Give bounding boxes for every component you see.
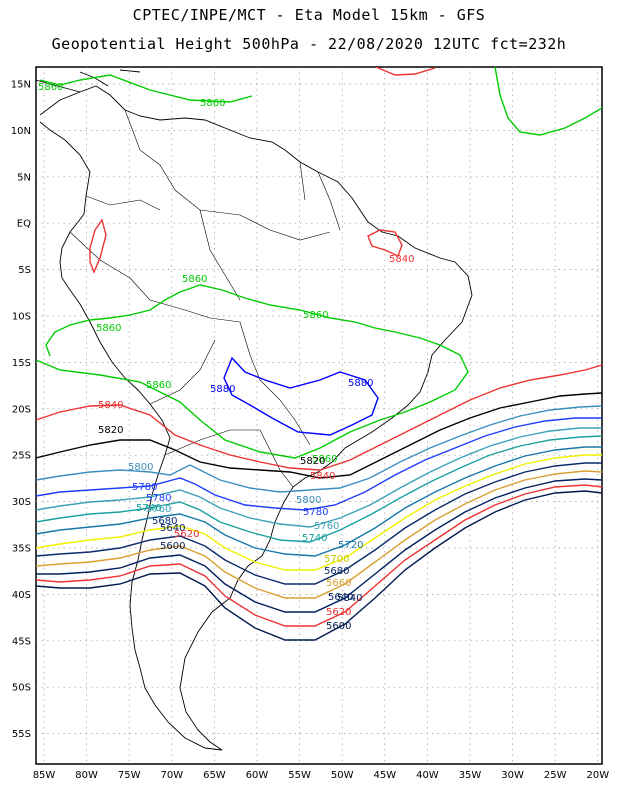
longitude-label: 55W <box>288 770 311 781</box>
longitude-label: 80W <box>75 770 98 781</box>
longitude-label: 35W <box>459 770 482 781</box>
contour-5700 <box>36 454 602 571</box>
contour-label-5840: 5840 <box>337 593 362 604</box>
contour-5760 <box>36 427 602 528</box>
contour-label-5820: 5820 <box>98 425 123 436</box>
longitude-labels: 85W 80W 75W 70W 65W 60W 55W 50W 45W 40W 35W 30W 25W 2… <box>33 770 610 781</box>
contour-5600 <box>36 490 602 641</box>
longitude-label: 30W <box>501 770 524 781</box>
contour-label-5640: 5640 <box>160 523 185 534</box>
contour-label-5640: 5640 <box>328 592 353 603</box>
contour-label-5680: 5680 <box>324 566 349 577</box>
latitude-label: 5N <box>17 172 31 183</box>
longitude-label: 45W <box>373 770 396 781</box>
contour-5860 <box>494 67 602 136</box>
contour-5880 <box>223 356 379 436</box>
contour-label-5800: 5800 <box>128 462 153 473</box>
contour-label-5720: 5720 <box>338 540 363 551</box>
contour-label-5860: 5860 <box>38 82 63 93</box>
contour-5640 <box>36 478 602 613</box>
contour-label-5780: 5780 <box>146 493 171 504</box>
longitude-label: 70W <box>160 770 183 781</box>
contour-5660 <box>36 470 602 599</box>
latitude-label: 5S <box>18 265 31 276</box>
latitude-labels: 15N 10N 5N EQ 5S 10S 15S 20S 25S 30S 35S 40S 45S 50S 5… <box>11 80 31 741</box>
contour-label-5600: 5600 <box>160 541 185 552</box>
map-title: CPTEC/INPE/MCT - Eta Model 15km - GFS <box>132 6 486 24</box>
contour-label-5740: 5740 <box>136 503 161 514</box>
contour-5840 <box>36 364 602 471</box>
contour-label-5780: 5780 <box>132 482 157 493</box>
latitude-label: 20S <box>12 404 31 415</box>
contour-label-5860: 5860 <box>200 98 225 109</box>
longitude-label: 20W <box>586 770 609 781</box>
latitude-label: EQ <box>17 219 31 230</box>
contour-label-5860: 5860 <box>303 310 328 321</box>
contour-label-5860: 5860 <box>146 380 171 391</box>
contour-5800 <box>36 405 602 493</box>
longitude-label: 40W <box>416 770 439 781</box>
contour-label-5600: 5600 <box>326 621 351 632</box>
contour-label-5820: 5820 <box>300 456 325 467</box>
south-america-coast <box>39 85 473 751</box>
contour-label-5760: 5760 <box>314 521 339 532</box>
contour-labels: 5880 5880 5860 5860 5860 5860 5860 5860 … <box>38 82 414 632</box>
latitude-label: 35S <box>12 544 31 555</box>
longitude-label: 25W <box>544 770 567 781</box>
latitude-label: 15S <box>12 358 31 369</box>
latitude-label: 25S <box>12 451 31 462</box>
latitude-label: 30S <box>12 497 31 508</box>
map-subtitle: Geopotential Height 500hPa - 22/08/2020 … <box>51 35 567 53</box>
contour-5780 <box>36 417 602 511</box>
contour-label-5880: 5880 <box>210 384 235 395</box>
latitude-label: 10N <box>11 126 31 137</box>
country-borders <box>69 109 341 488</box>
lat-lon-grid <box>36 67 602 764</box>
contour-label-5860: 5860 <box>182 274 207 285</box>
contour-label-5840: 5840 <box>310 471 335 482</box>
contour-label-5680: 5680 <box>152 516 177 527</box>
contour-label-5840: 5840 <box>98 400 123 411</box>
longitude-label: 85W <box>33 770 56 781</box>
latitude-label: 50S <box>12 683 31 694</box>
longitude-label: 75W <box>118 770 141 781</box>
contour-5840 <box>367 229 403 257</box>
contour-5840 <box>89 218 107 274</box>
latitude-label: 45S <box>12 636 31 647</box>
contour-label-5860: 5860 <box>96 323 121 334</box>
contour-label-5800: 5800 <box>296 495 321 506</box>
contour-label-5840: 5840 <box>389 254 414 265</box>
contour-5840 <box>375 67 436 76</box>
latitude-label: 40S <box>12 590 31 601</box>
contour-label-5740: 5740 <box>302 533 327 544</box>
contour-label-5860: 5860 <box>312 454 337 465</box>
longitude-label: 60W <box>246 770 269 781</box>
contour-label-5880: 5880 <box>348 378 373 389</box>
coastlines <box>36 69 473 751</box>
contour-label-5620: 5620 <box>174 529 199 540</box>
latitude-label: 10S <box>12 312 31 323</box>
contour-5820 <box>36 392 602 479</box>
contour-label-5660: 5660 <box>326 578 351 589</box>
contour-5720 <box>36 446 602 557</box>
contour-label-5760: 5760 <box>146 504 171 515</box>
latitude-label: 55S <box>12 729 31 740</box>
contour-5620 <box>36 484 602 627</box>
contour-label-5780: 5780 <box>303 507 328 518</box>
contour-lines <box>36 67 602 641</box>
map-frame <box>35 66 603 765</box>
longitude-label: 50W <box>331 770 354 781</box>
longitude-label: 65W <box>203 770 226 781</box>
contour-5740 <box>36 435 602 543</box>
contour-label-5620: 5620 <box>326 607 351 618</box>
contour-5680 <box>36 462 602 585</box>
latitude-label: 15N <box>11 80 31 91</box>
contour-5860 <box>36 74 469 459</box>
contour-label-5700: 5700 <box>324 554 349 565</box>
